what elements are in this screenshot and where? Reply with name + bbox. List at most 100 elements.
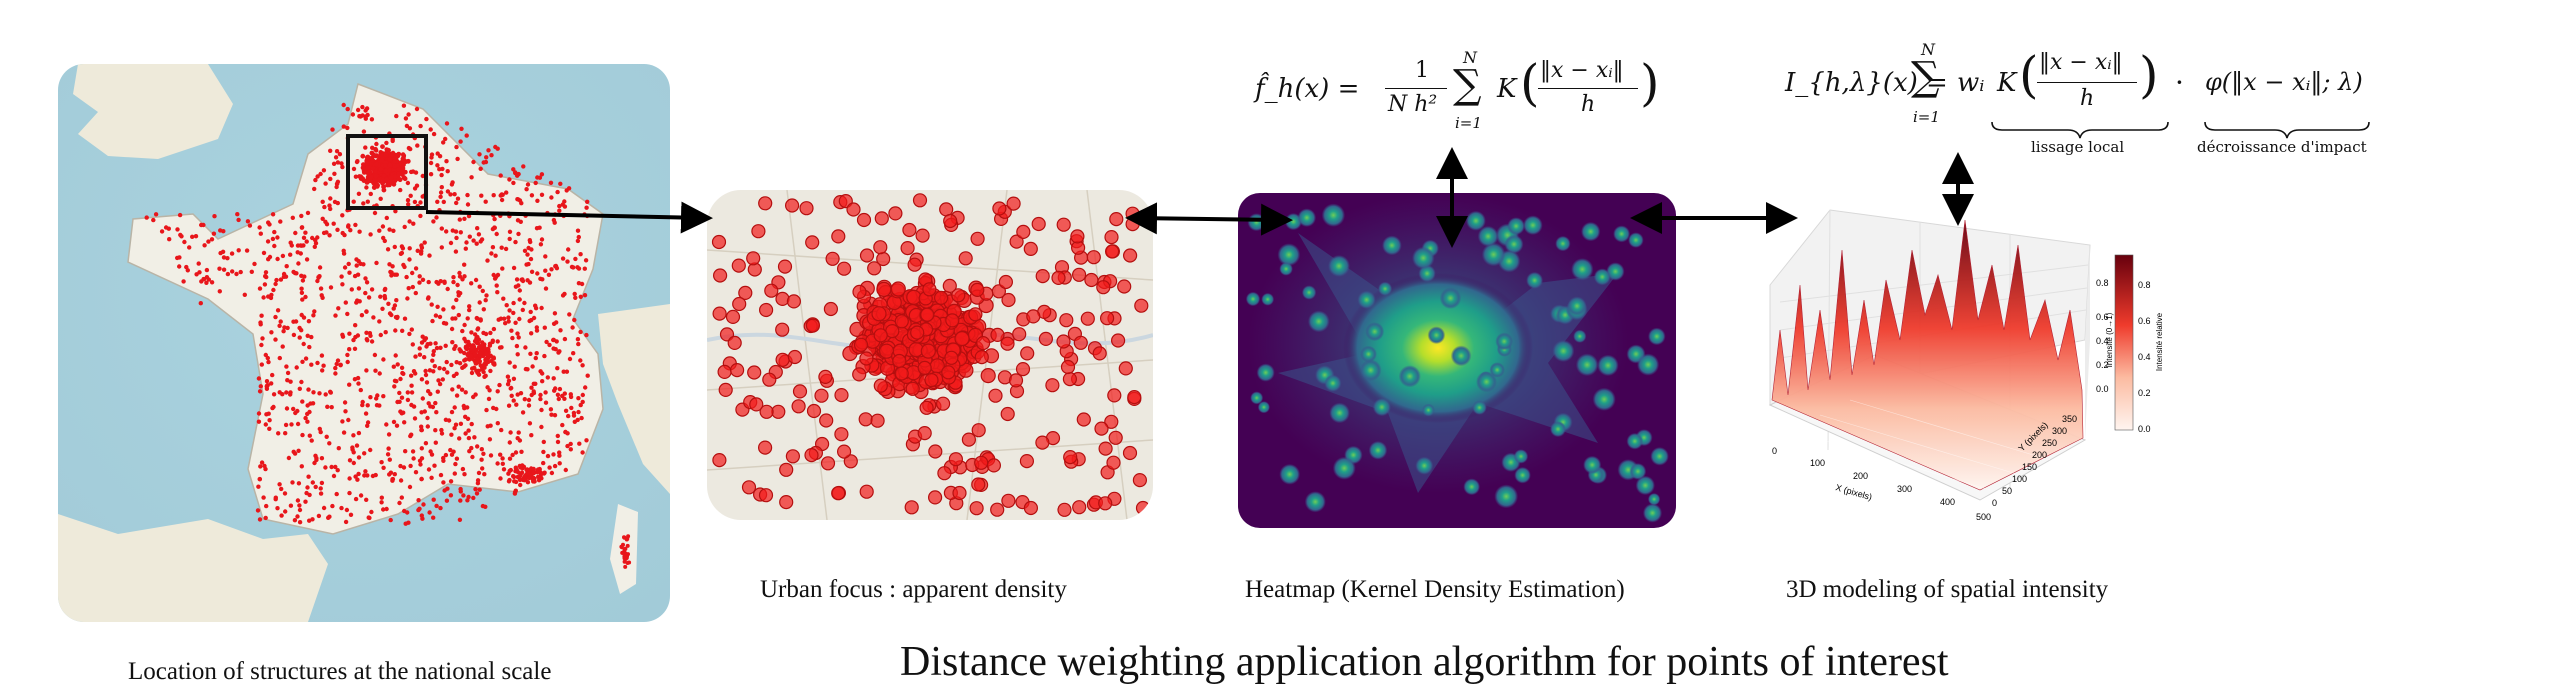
map-point — [514, 277, 520, 282]
map-point — [538, 392, 543, 398]
map-point — [417, 346, 422, 351]
map-point — [306, 319, 312, 324]
map-point — [284, 406, 290, 411]
map-point — [151, 217, 156, 223]
map-point — [377, 371, 382, 376]
map-point — [311, 390, 316, 395]
map-point — [391, 419, 397, 425]
map-point — [458, 498, 463, 503]
map-point — [525, 252, 530, 257]
map-point — [422, 355, 427, 360]
map-point — [275, 235, 280, 240]
map-point — [509, 393, 514, 398]
map-point — [462, 274, 467, 279]
map-point — [475, 481, 481, 486]
map-point — [428, 449, 433, 454]
map-point — [567, 356, 573, 362]
map-point — [402, 420, 407, 425]
map-point — [489, 153, 494, 158]
map-point — [290, 215, 295, 220]
map-point — [279, 513, 284, 518]
map-point — [500, 461, 505, 466]
map-point — [309, 334, 314, 340]
map-point — [583, 258, 589, 263]
map-point — [261, 295, 266, 300]
map-point — [181, 279, 186, 284]
map-point — [457, 361, 463, 366]
map-point — [333, 464, 338, 470]
map-point — [485, 258, 490, 263]
map-point — [579, 415, 584, 421]
map-point — [285, 370, 291, 376]
map-point — [289, 243, 294, 248]
map-point — [413, 470, 419, 475]
map-point — [479, 447, 484, 452]
map-point — [433, 341, 438, 346]
map-point — [256, 376, 262, 381]
map-point — [289, 422, 294, 427]
map-point — [516, 335, 521, 340]
map-point — [513, 170, 518, 176]
map-point — [576, 281, 582, 286]
map-point — [378, 294, 383, 299]
map-point — [487, 437, 493, 442]
map-point — [406, 145, 412, 151]
map-point — [265, 239, 271, 244]
map-point — [382, 238, 387, 244]
map-point — [477, 487, 482, 492]
map-point — [401, 410, 406, 415]
map-point — [212, 214, 217, 219]
map-point — [444, 159, 449, 164]
map-point — [451, 373, 457, 379]
map-point — [261, 495, 266, 500]
map-point — [491, 326, 497, 332]
map-point — [255, 508, 261, 513]
map-point — [556, 396, 561, 402]
map-point — [495, 290, 500, 295]
map-point — [377, 228, 382, 233]
map-point — [491, 405, 496, 411]
map-point — [439, 245, 444, 250]
map-point — [420, 173, 425, 179]
map-point — [555, 366, 560, 371]
map-point — [426, 401, 431, 406]
map-point — [397, 500, 402, 506]
map-point — [483, 159, 489, 165]
map-point — [566, 247, 571, 252]
map-point — [425, 296, 431, 301]
map-point — [556, 350, 561, 355]
map-point — [313, 484, 318, 490]
map-point — [324, 222, 330, 227]
map-point — [353, 474, 358, 479]
map-point — [410, 270, 415, 276]
map-point — [497, 382, 502, 388]
map-point — [300, 399, 305, 404]
map-point — [465, 405, 470, 410]
map-point — [456, 312, 461, 318]
map-point — [270, 212, 276, 217]
map-point — [540, 379, 545, 384]
map-point — [548, 407, 554, 412]
map-point — [477, 284, 482, 289]
map-point — [469, 370, 475, 376]
map-point — [347, 347, 352, 352]
map-point — [342, 400, 348, 405]
map-point — [582, 293, 588, 298]
map-point — [430, 358, 435, 363]
map-point — [515, 436, 520, 441]
map-point — [303, 230, 308, 235]
map-point — [367, 515, 372, 521]
map-point — [576, 234, 581, 240]
map-point — [440, 377, 445, 382]
map-point — [426, 467, 432, 472]
map-point — [258, 384, 263, 389]
map-point — [345, 359, 350, 365]
map-point — [217, 289, 222, 294]
map-point — [462, 322, 467, 328]
map-point — [321, 168, 327, 173]
map-point — [418, 200, 423, 205]
map-point — [459, 387, 465, 392]
map-point — [433, 440, 438, 445]
map-point — [163, 225, 169, 230]
map-point — [296, 261, 301, 266]
